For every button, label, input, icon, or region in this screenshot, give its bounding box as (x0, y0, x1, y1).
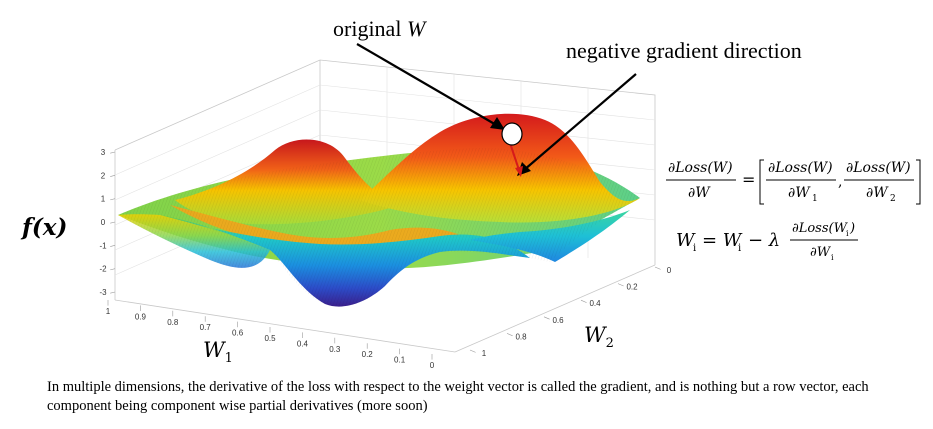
w2-axis-tick-mark (506, 333, 513, 337)
eq2-lhs: W (676, 230, 696, 251)
negative-gradient-label: negative gradient direction (566, 38, 802, 63)
eq1-rhs-den1: ∂W (788, 185, 811, 201)
w1-axis-ticks: 1 0.9 0.8 0.7 0.6 0.5 0.4 0.3 0.2 0.1 0 (106, 300, 435, 370)
w1-axis-tick-label: 0.1 (394, 356, 406, 365)
original-w-label: original W (333, 16, 425, 42)
w1-axis-var: W (203, 338, 225, 362)
eq1-rhs-num2: ∂Loss(W) (846, 160, 911, 176)
z-axis-ticks: 3 2 1 0 -1 -2 -3 (99, 148, 116, 297)
w2-axis-sub: 2 (605, 336, 614, 352)
eq1-lhs-den: ∂W (688, 185, 711, 201)
eq2-num: ∂Loss(W (792, 221, 849, 236)
z-axis-tick-label: -3 (99, 288, 107, 297)
w1-axis-tick-label: 0.6 (232, 329, 244, 338)
w1-axis-tick-label: 0.8 (167, 318, 179, 327)
eq1-rhs-num1: ∂Loss(W) (768, 160, 833, 176)
z-axis-tick-label: 1 (101, 195, 106, 204)
z-axis-tick-mark (110, 151, 116, 154)
z-axis-tick-label: 3 (101, 148, 106, 157)
eq2-den: ∂W (810, 245, 832, 260)
eq2-mid-sub: i (738, 243, 741, 254)
w2-axis-tick-label: 0.6 (552, 316, 564, 325)
w2-axis-label: W2 (584, 323, 614, 351)
w1-axis-tick-label: 0.4 (297, 339, 309, 348)
eq1-rhs-den2-sub: 2 (890, 194, 896, 204)
eq2-num-sub: i (846, 229, 849, 238)
eq2-minus: − λ (748, 230, 780, 251)
caption: In multiple dimensions, the derivative o… (47, 379, 869, 414)
eq1-rhs-den2: ∂W (866, 185, 889, 201)
w2-axis-tick-mark (580, 299, 587, 303)
w2-axis-tick-label: 0.2 (626, 283, 638, 292)
z-axis-tick-label: -1 (99, 241, 107, 250)
surface-plot: 3 2 1 0 -1 -2 -3 1 0.9 0.8 0.7 0.6 0.5 0.4 0.3 0.2 0.1 0… (99, 43, 672, 370)
w2-axis-tick-mark (469, 349, 476, 353)
eq1-rhs-den1-sub: 1 (812, 194, 818, 204)
w1-axis-tick-label: 0.3 (329, 345, 341, 354)
eq2-mid: = W (702, 230, 743, 251)
original-w-prefix: original (333, 16, 407, 41)
z-axis-tick-label: 2 (101, 171, 106, 180)
gradient-markers (356, 43, 637, 177)
w2-axis-tick-mark (654, 266, 661, 270)
w2-axis-tick-label: 0.4 (589, 299, 601, 308)
w1-axis-label: W1 (203, 338, 233, 366)
w2-axis-tick-label: 0.8 (515, 332, 527, 341)
original-w-var: W (406, 16, 426, 41)
z-axis-tick-mark (110, 245, 116, 247)
w1-axis-sub: 1 (224, 351, 233, 367)
gradient-equations: ∂Loss(W) ∂W = ∂Loss(W) ∂W 1 , ∂Loss(W) ∂… (666, 159, 921, 262)
y-axis-label: f(x) (22, 214, 68, 241)
z-axis-tick-mark (110, 221, 116, 224)
w1-axis-tick-label: 1 (106, 307, 111, 316)
w2-axis-tick-label: 0 (667, 266, 672, 275)
svg-text:,: , (838, 174, 842, 190)
svg-text:=: = (742, 170, 755, 189)
w1-axis-tick-label: 0.9 (135, 312, 147, 321)
w2-axis-ticks: 0 0.2 0.4 0.6 0.8 1 (469, 266, 672, 358)
loss-surface (118, 113, 640, 307)
w2-axis-tick-mark (543, 316, 550, 320)
w2-axis-tick-label: 1 (482, 349, 487, 358)
eq2-num-close: ) (849, 221, 855, 236)
z-axis-tick-mark (110, 175, 116, 177)
z-axis-tick-mark (110, 291, 116, 294)
eq2-den-sub: i (831, 253, 834, 262)
w1-axis-tick-label: 0.7 (200, 323, 212, 332)
w1-axis-tick-label: 0.5 (264, 334, 276, 343)
w1-axis-tick-label: 0.2 (362, 350, 374, 359)
z-axis-tick-label: -2 (99, 265, 107, 274)
w2-axis-tick-mark (617, 283, 624, 287)
eq1-lhs-num: ∂Loss(W) (668, 160, 733, 176)
z-axis-tick-mark (110, 198, 116, 201)
z-axis-tick-mark (110, 268, 116, 271)
w1-axis-tick-label: 0 (430, 361, 435, 370)
eq2-lhs-sub: i (693, 243, 696, 254)
w2-axis-var: W (584, 323, 606, 347)
z-axis-tick-label: 0 (101, 218, 106, 227)
